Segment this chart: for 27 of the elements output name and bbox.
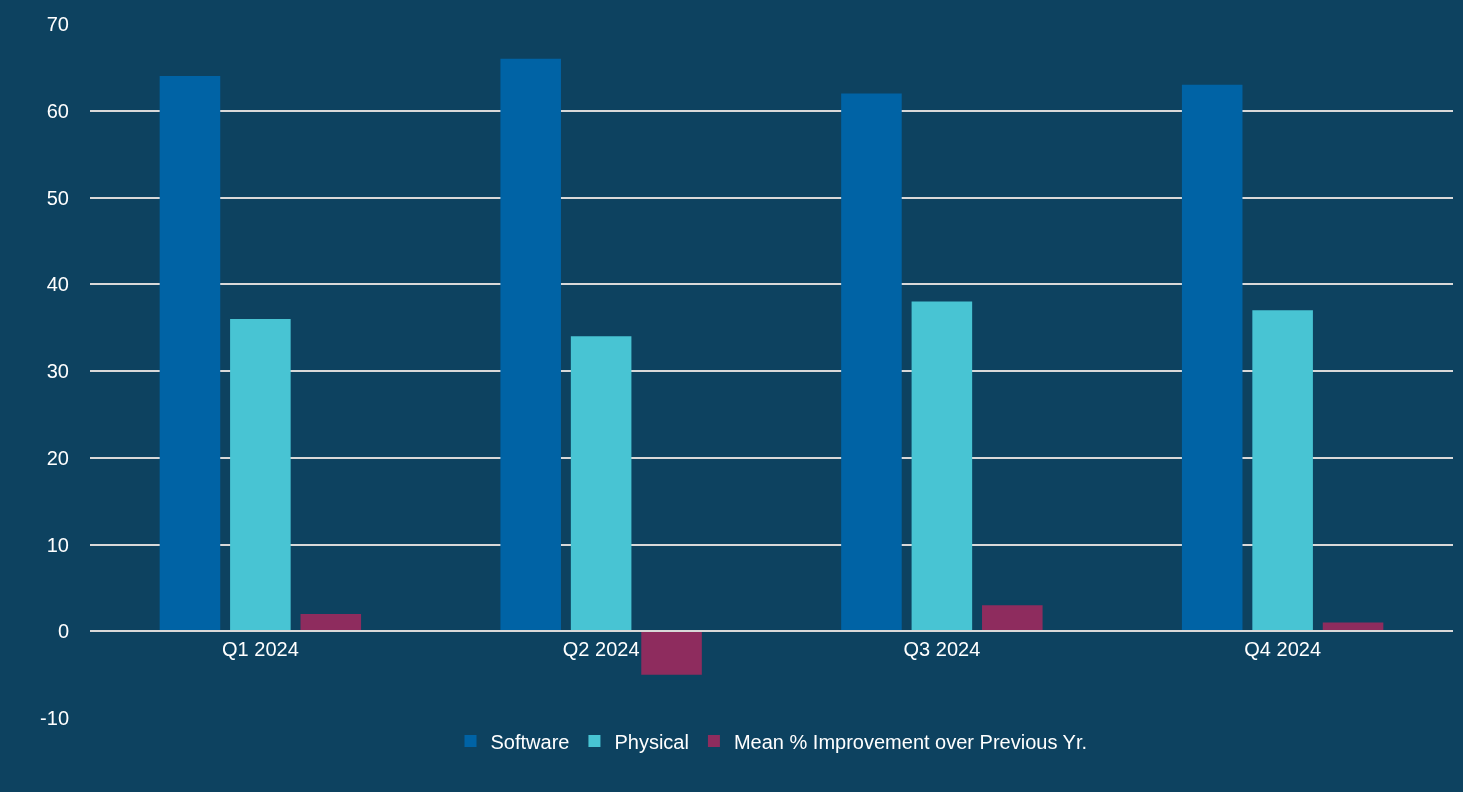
- y-tick-label: 50: [46, 186, 69, 209]
- bar: [300, 613, 362, 632]
- bar: [982, 605, 1043, 632]
- x-tick-label: Q3 2024: [903, 638, 981, 660]
- x-tick-label: Q1 2024: [222, 638, 299, 660]
- y-tick-label: 30: [46, 360, 69, 382]
- legend-label: Software: [490, 730, 570, 753]
- y-tick-label: -10: [40, 707, 69, 729]
- legend-label: Mean % Improvement over Previous Yr.: [733, 730, 1088, 753]
- legend-label: Physical: [614, 730, 689, 753]
- bar: [230, 318, 291, 632]
- bar: [500, 58, 561, 632]
- y-tick-label: 0: [57, 620, 69, 643]
- bar: [1252, 310, 1313, 632]
- x-tick-label: Q4 2024: [1244, 638, 1321, 660]
- x-tick-label: Q2 2024: [562, 638, 640, 660]
- bar: [1181, 84, 1243, 632]
- y-tick-label: 10: [46, 533, 69, 556]
- y-tick-label: 20: [46, 446, 69, 469]
- bar: [570, 336, 632, 632]
- bar: [159, 76, 221, 632]
- bar: [841, 93, 902, 632]
- y-tick-label: 40: [46, 273, 69, 296]
- bar: [641, 631, 702, 675]
- bar: [911, 301, 973, 632]
- y-tick-label: 60: [46, 99, 69, 122]
- y-tick-label: 70: [46, 13, 69, 35]
